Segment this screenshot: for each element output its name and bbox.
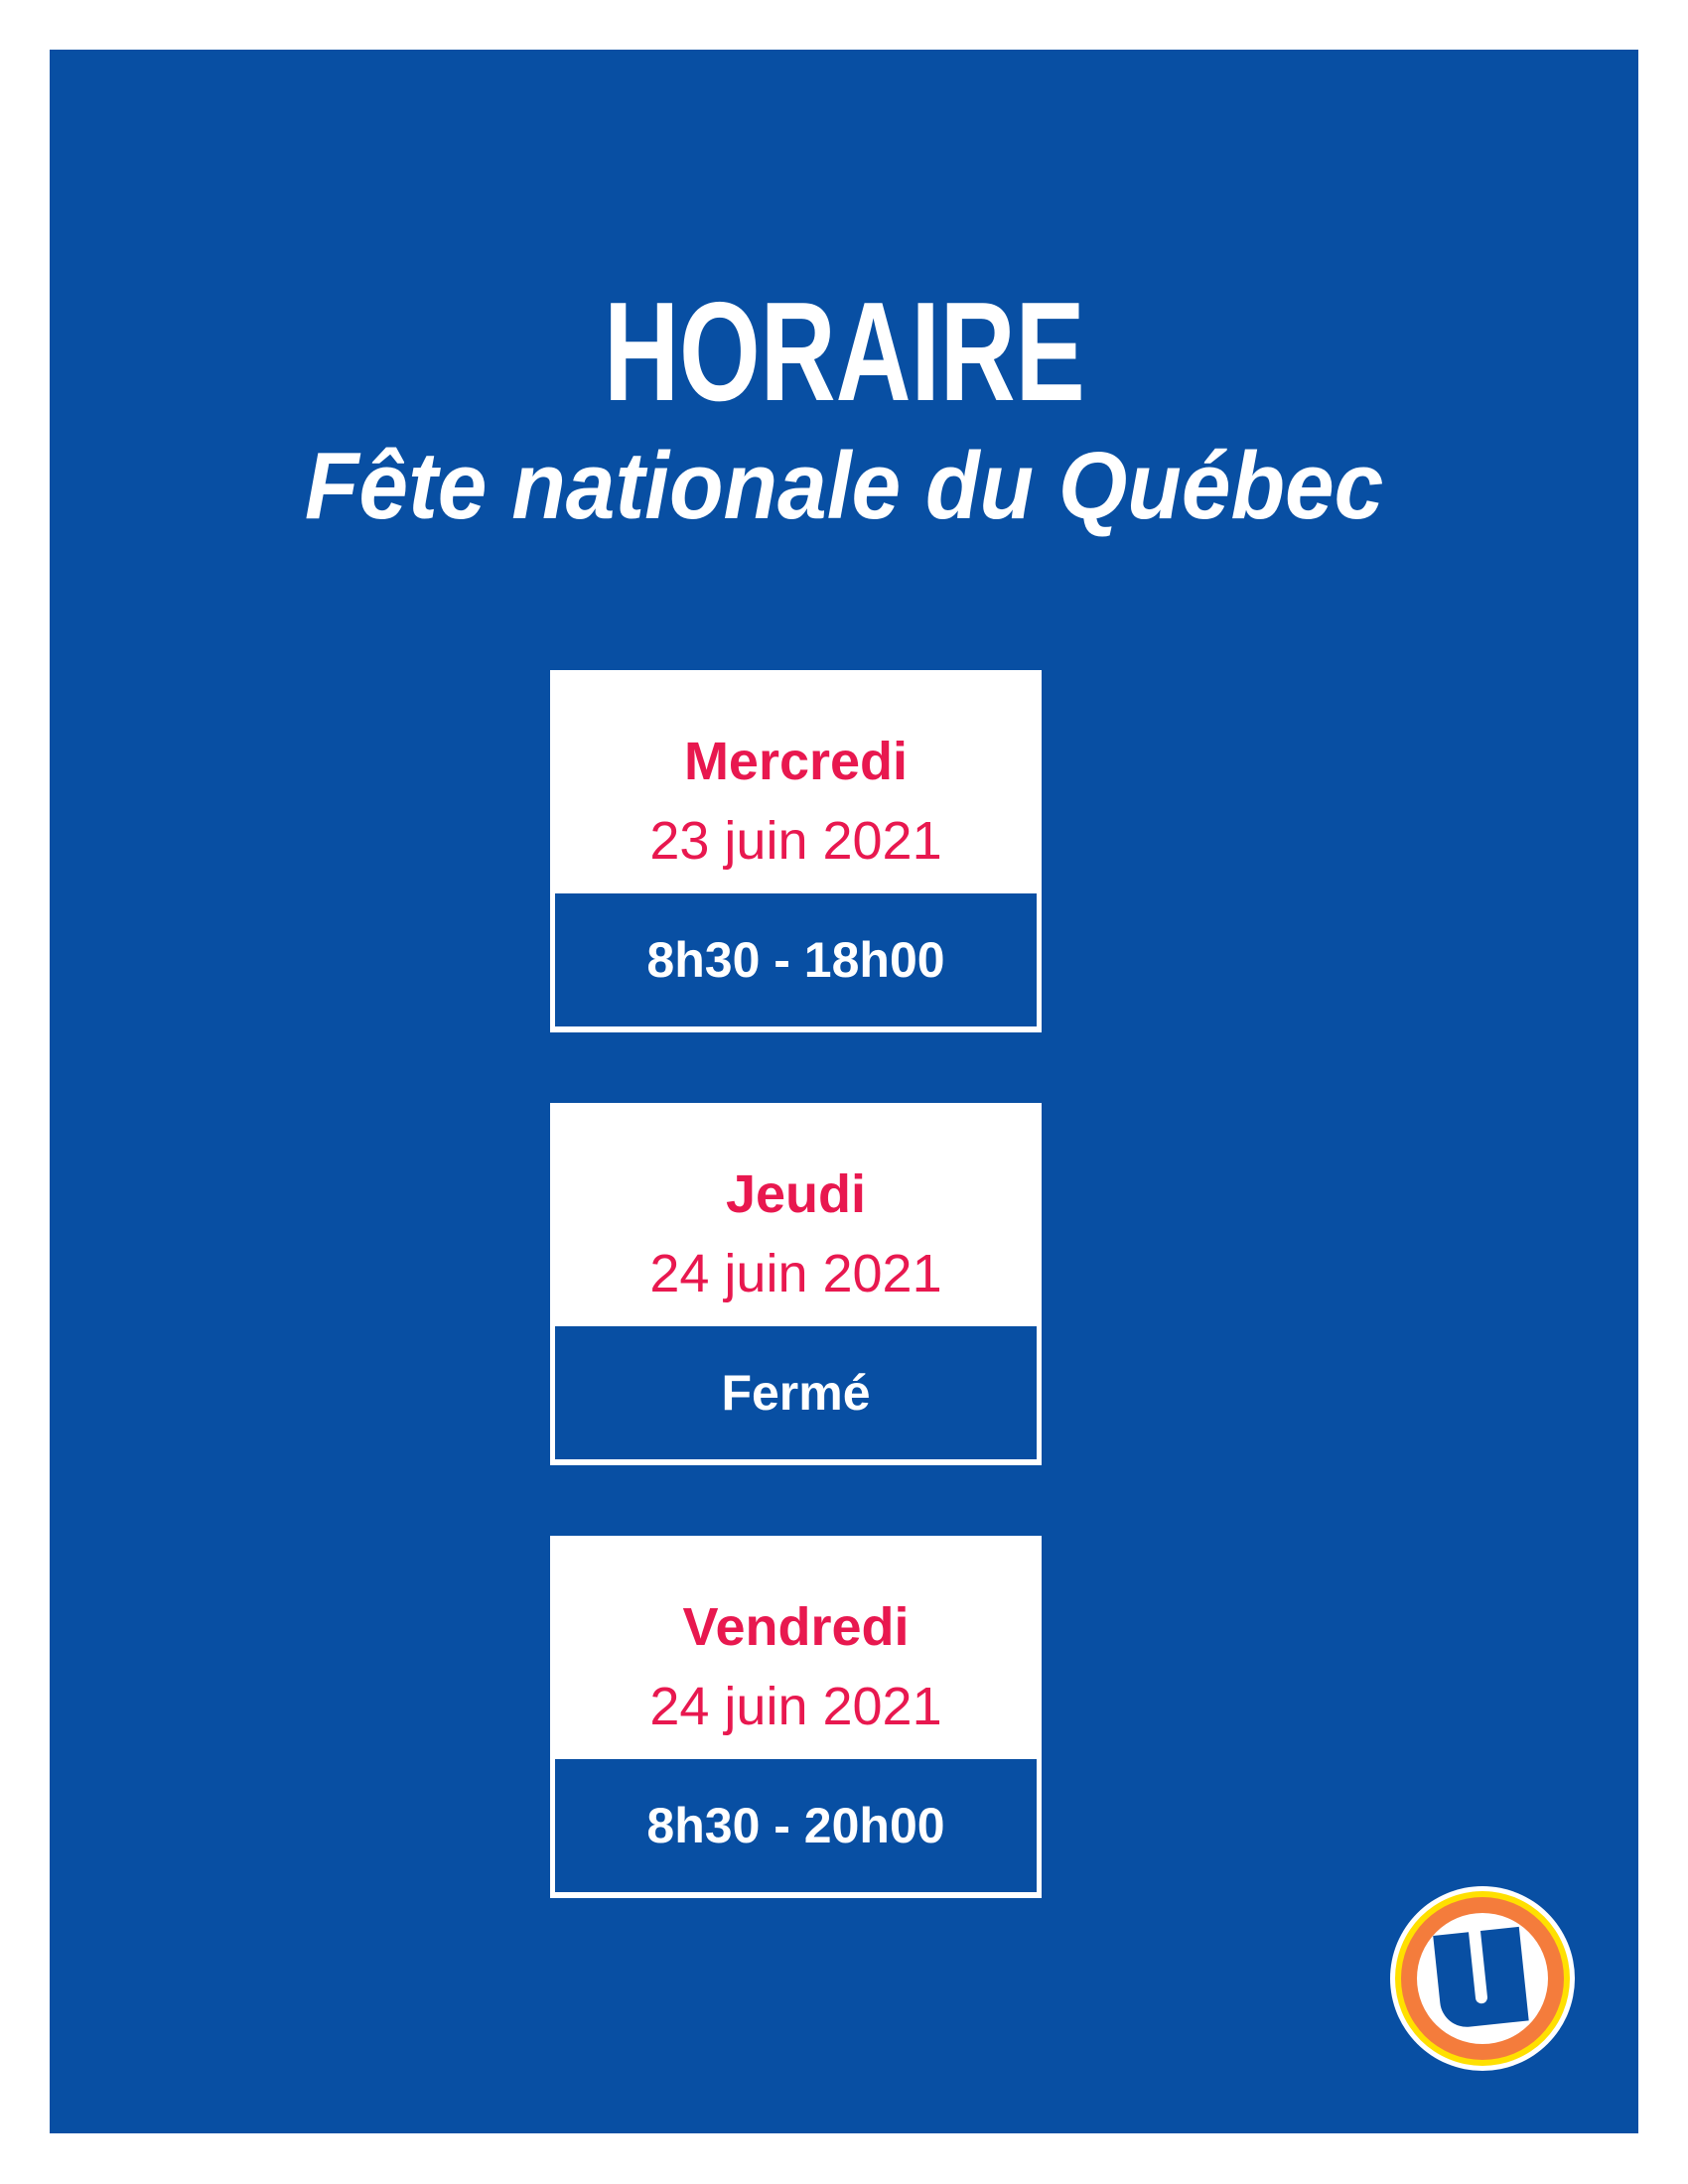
schedule-card-wednesday: Mercredi 23 juin 2021 8h30 - 18h00 — [550, 670, 1042, 1032]
page-title: HORAIRE — [603, 273, 1085, 431]
opening-hours: 8h30 - 18h00 — [555, 893, 1037, 1026]
uniprix-logo-icon — [1390, 1886, 1575, 2071]
day-date: 24 juin 2021 — [649, 1244, 942, 1303]
schedule-card-thursday: Jeudi 24 juin 2021 Fermé — [550, 1103, 1042, 1465]
day-name: Vendredi — [682, 1597, 910, 1657]
opening-hours: 8h30 - 20h00 — [555, 1759, 1037, 1892]
opening-hours: Fermé — [555, 1326, 1037, 1459]
day-name: Mercredi — [683, 732, 909, 791]
day-date: 24 juin 2021 — [649, 1677, 942, 1736]
day-date: 23 juin 2021 — [649, 811, 942, 871]
page-subtitle: Fête nationale du Québec — [304, 433, 1384, 539]
schedule-card-friday: Vendredi 24 juin 2021 8h30 - 20h00 — [550, 1536, 1042, 1898]
day-name: Jeudi — [725, 1164, 867, 1224]
